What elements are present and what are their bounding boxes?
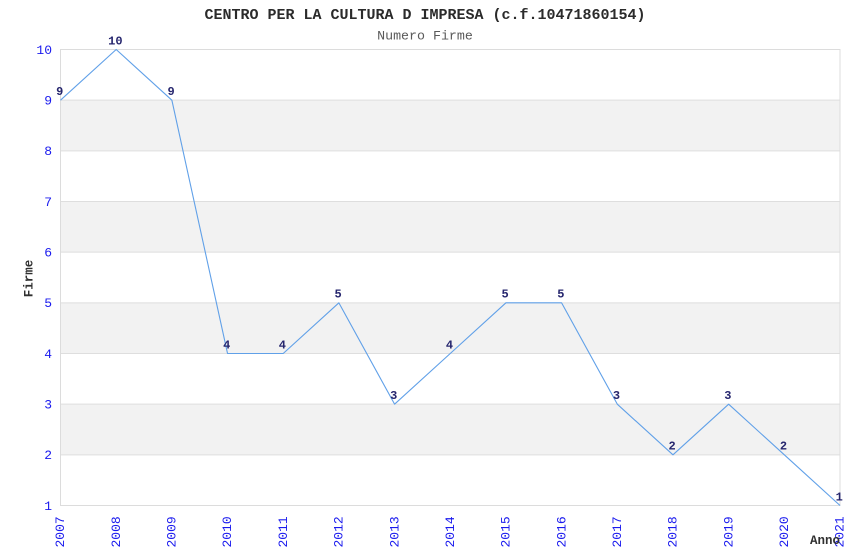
svg-text:2: 2 xyxy=(44,448,52,463)
svg-text:5: 5 xyxy=(502,288,509,302)
svg-text:3: 3 xyxy=(724,389,731,403)
svg-text:5: 5 xyxy=(334,288,341,302)
svg-text:2016: 2016 xyxy=(554,516,569,547)
svg-text:CENTRO PER LA CULTURA D IMPRES: CENTRO PER LA CULTURA D IMPRESA (c.f.104… xyxy=(204,7,645,24)
svg-text:2013: 2013 xyxy=(387,516,402,547)
svg-text:2015: 2015 xyxy=(499,516,514,547)
svg-text:2018: 2018 xyxy=(666,516,681,547)
svg-text:5: 5 xyxy=(557,288,564,302)
svg-text:6: 6 xyxy=(44,245,52,260)
svg-text:4: 4 xyxy=(279,338,286,352)
svg-text:2009: 2009 xyxy=(165,516,180,547)
svg-text:9: 9 xyxy=(44,93,52,108)
svg-text:2012: 2012 xyxy=(332,516,347,547)
svg-text:2020: 2020 xyxy=(777,516,792,547)
svg-text:2021: 2021 xyxy=(833,516,848,547)
svg-text:Numero Firme: Numero Firme xyxy=(377,29,473,44)
svg-text:2008: 2008 xyxy=(109,516,124,547)
svg-text:2007: 2007 xyxy=(53,516,68,547)
svg-text:4: 4 xyxy=(44,347,52,362)
svg-text:1: 1 xyxy=(44,499,52,514)
svg-text:10: 10 xyxy=(108,34,122,48)
svg-text:9: 9 xyxy=(167,85,174,99)
svg-text:2017: 2017 xyxy=(610,516,625,547)
svg-text:2014: 2014 xyxy=(443,516,458,547)
svg-text:5: 5 xyxy=(44,296,52,311)
svg-text:3: 3 xyxy=(613,389,620,403)
svg-text:4: 4 xyxy=(446,338,453,352)
svg-text:2010: 2010 xyxy=(220,516,235,547)
svg-text:2019: 2019 xyxy=(721,516,736,547)
svg-text:8: 8 xyxy=(44,144,52,159)
svg-text:4: 4 xyxy=(223,338,230,352)
svg-text:10: 10 xyxy=(36,43,52,58)
svg-text:2: 2 xyxy=(669,440,676,454)
svg-text:7: 7 xyxy=(44,195,52,210)
svg-text:1: 1 xyxy=(836,490,843,504)
svg-text:3: 3 xyxy=(390,389,397,403)
svg-text:2: 2 xyxy=(780,440,787,454)
svg-text:Firme: Firme xyxy=(23,260,37,298)
svg-text:9: 9 xyxy=(56,85,63,99)
svg-text:2011: 2011 xyxy=(276,516,291,547)
svg-text:Anno: Anno xyxy=(810,534,840,548)
svg-text:3: 3 xyxy=(44,397,52,412)
